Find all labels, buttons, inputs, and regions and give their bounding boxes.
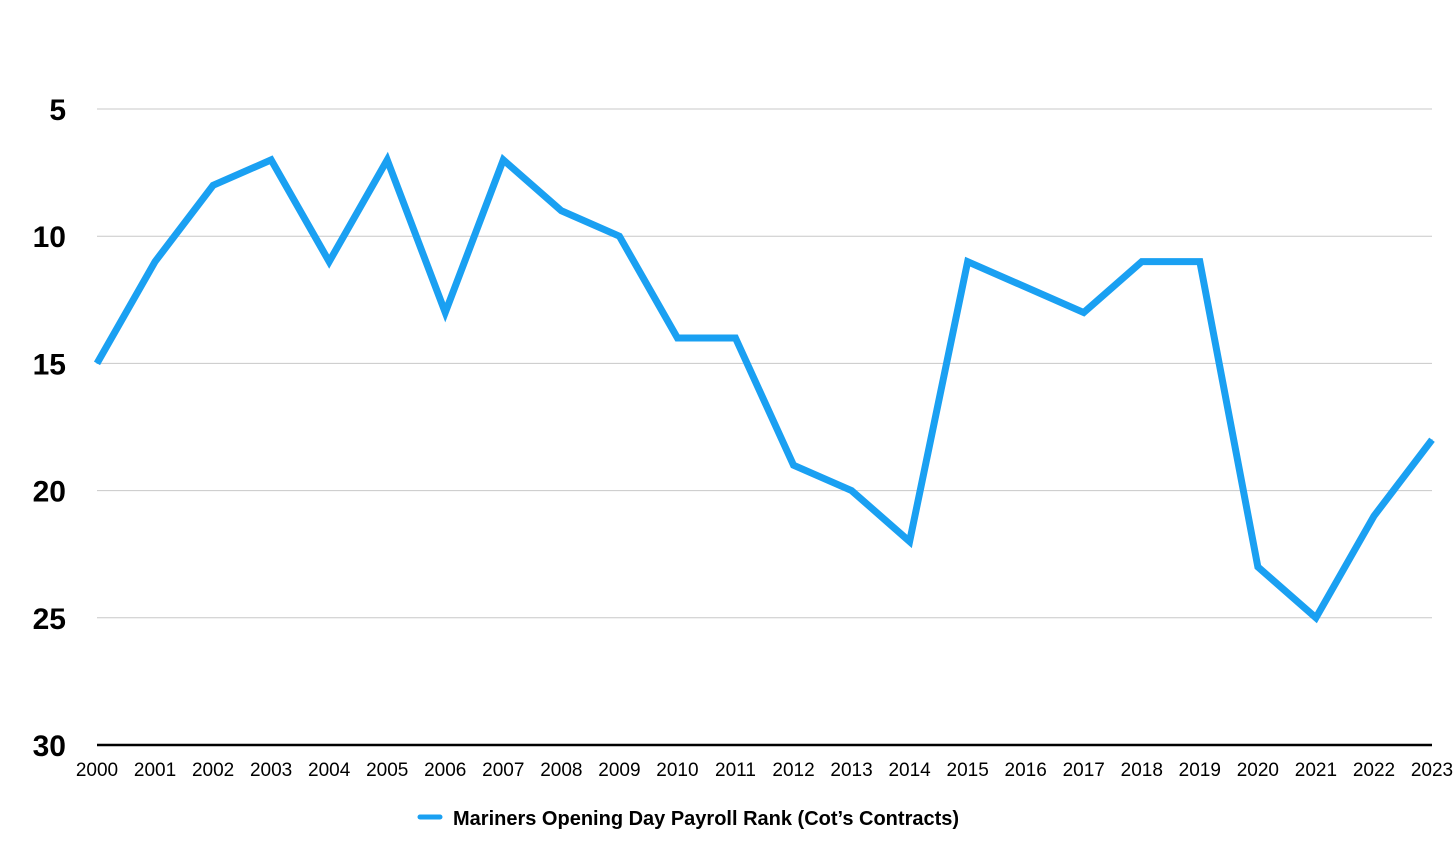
data-point <box>1373 515 1375 517</box>
legend: Mariners Opening Day Payroll Rank (Cot’s… <box>417 808 959 830</box>
x-tick-label: 2007 <box>482 760 524 781</box>
series-lines <box>93 151 1435 624</box>
x-axis-ticks: 2000 2001 2002 2003 2004 2005 2006 2007 2008 2009… <box>76 760 1453 781</box>
x-tick-label: 2015 <box>947 760 989 781</box>
y-tick-label: 20 <box>33 476 66 509</box>
x-tick-label: 2003 <box>250 760 292 781</box>
x-tick-label: 2005 <box>366 760 408 781</box>
series-line <box>93 151 1435 624</box>
data-point <box>154 261 156 263</box>
data-point <box>560 210 562 212</box>
y-tick-label: 15 <box>33 348 66 381</box>
x-tick-label: 2014 <box>888 760 931 781</box>
x-tick-label: 2016 <box>1005 760 1047 781</box>
x-tick-label: 2022 <box>1353 760 1395 781</box>
gridlines <box>97 108 1432 747</box>
x-tick-label: 2004 <box>308 760 351 781</box>
x-tick-label: 2011 <box>715 760 756 781</box>
data-point <box>967 261 969 263</box>
data-point <box>909 540 911 542</box>
data-point <box>676 337 678 339</box>
x-tick-label: 2012 <box>772 760 814 781</box>
x-tick-label: 2021 <box>1295 760 1337 781</box>
x-tick-label: 2009 <box>598 760 640 781</box>
x-tick-label: 2017 <box>1063 760 1105 781</box>
data-point <box>328 261 330 263</box>
data-point <box>1199 261 1201 263</box>
x-tick-label: 2000 <box>76 760 118 781</box>
y-tick-label: 10 <box>33 221 66 254</box>
data-point <box>386 159 388 161</box>
x-tick-label: 2019 <box>1179 760 1221 781</box>
data-point <box>444 312 446 314</box>
data-point <box>734 337 736 339</box>
x-tick-label: 2001 <box>134 760 176 781</box>
data-point <box>502 159 504 161</box>
data-point <box>212 184 214 186</box>
data-point <box>1083 312 1085 314</box>
x-tick-label: 2013 <box>830 760 872 781</box>
data-point <box>270 159 272 161</box>
data-point <box>793 464 795 466</box>
x-tick-label: 2010 <box>656 760 698 781</box>
y-axis-ticks: 5 10 15 20 25 30 <box>33 94 66 763</box>
x-tick-label: 2002 <box>192 760 234 781</box>
data-point <box>1141 261 1143 263</box>
y-tick-label: 5 <box>49 94 66 127</box>
x-tick-label: 2018 <box>1121 760 1163 781</box>
legend-label: Mariners Opening Day Payroll Rank (Cot’s… <box>453 808 959 830</box>
data-point <box>1025 286 1027 288</box>
x-tick-label: 2008 <box>540 760 582 781</box>
data-point <box>1431 439 1433 441</box>
x-tick-label: 2023 <box>1411 760 1453 781</box>
data-point <box>851 490 853 492</box>
data-point <box>1257 566 1259 568</box>
x-tick-label: 2006 <box>424 760 466 781</box>
data-point <box>96 362 98 364</box>
data-point <box>1315 617 1317 619</box>
x-tick-label: 2020 <box>1237 760 1279 781</box>
y-tick-label: 25 <box>33 603 66 636</box>
y-tick-label: 30 <box>33 730 66 763</box>
data-point <box>618 235 620 237</box>
